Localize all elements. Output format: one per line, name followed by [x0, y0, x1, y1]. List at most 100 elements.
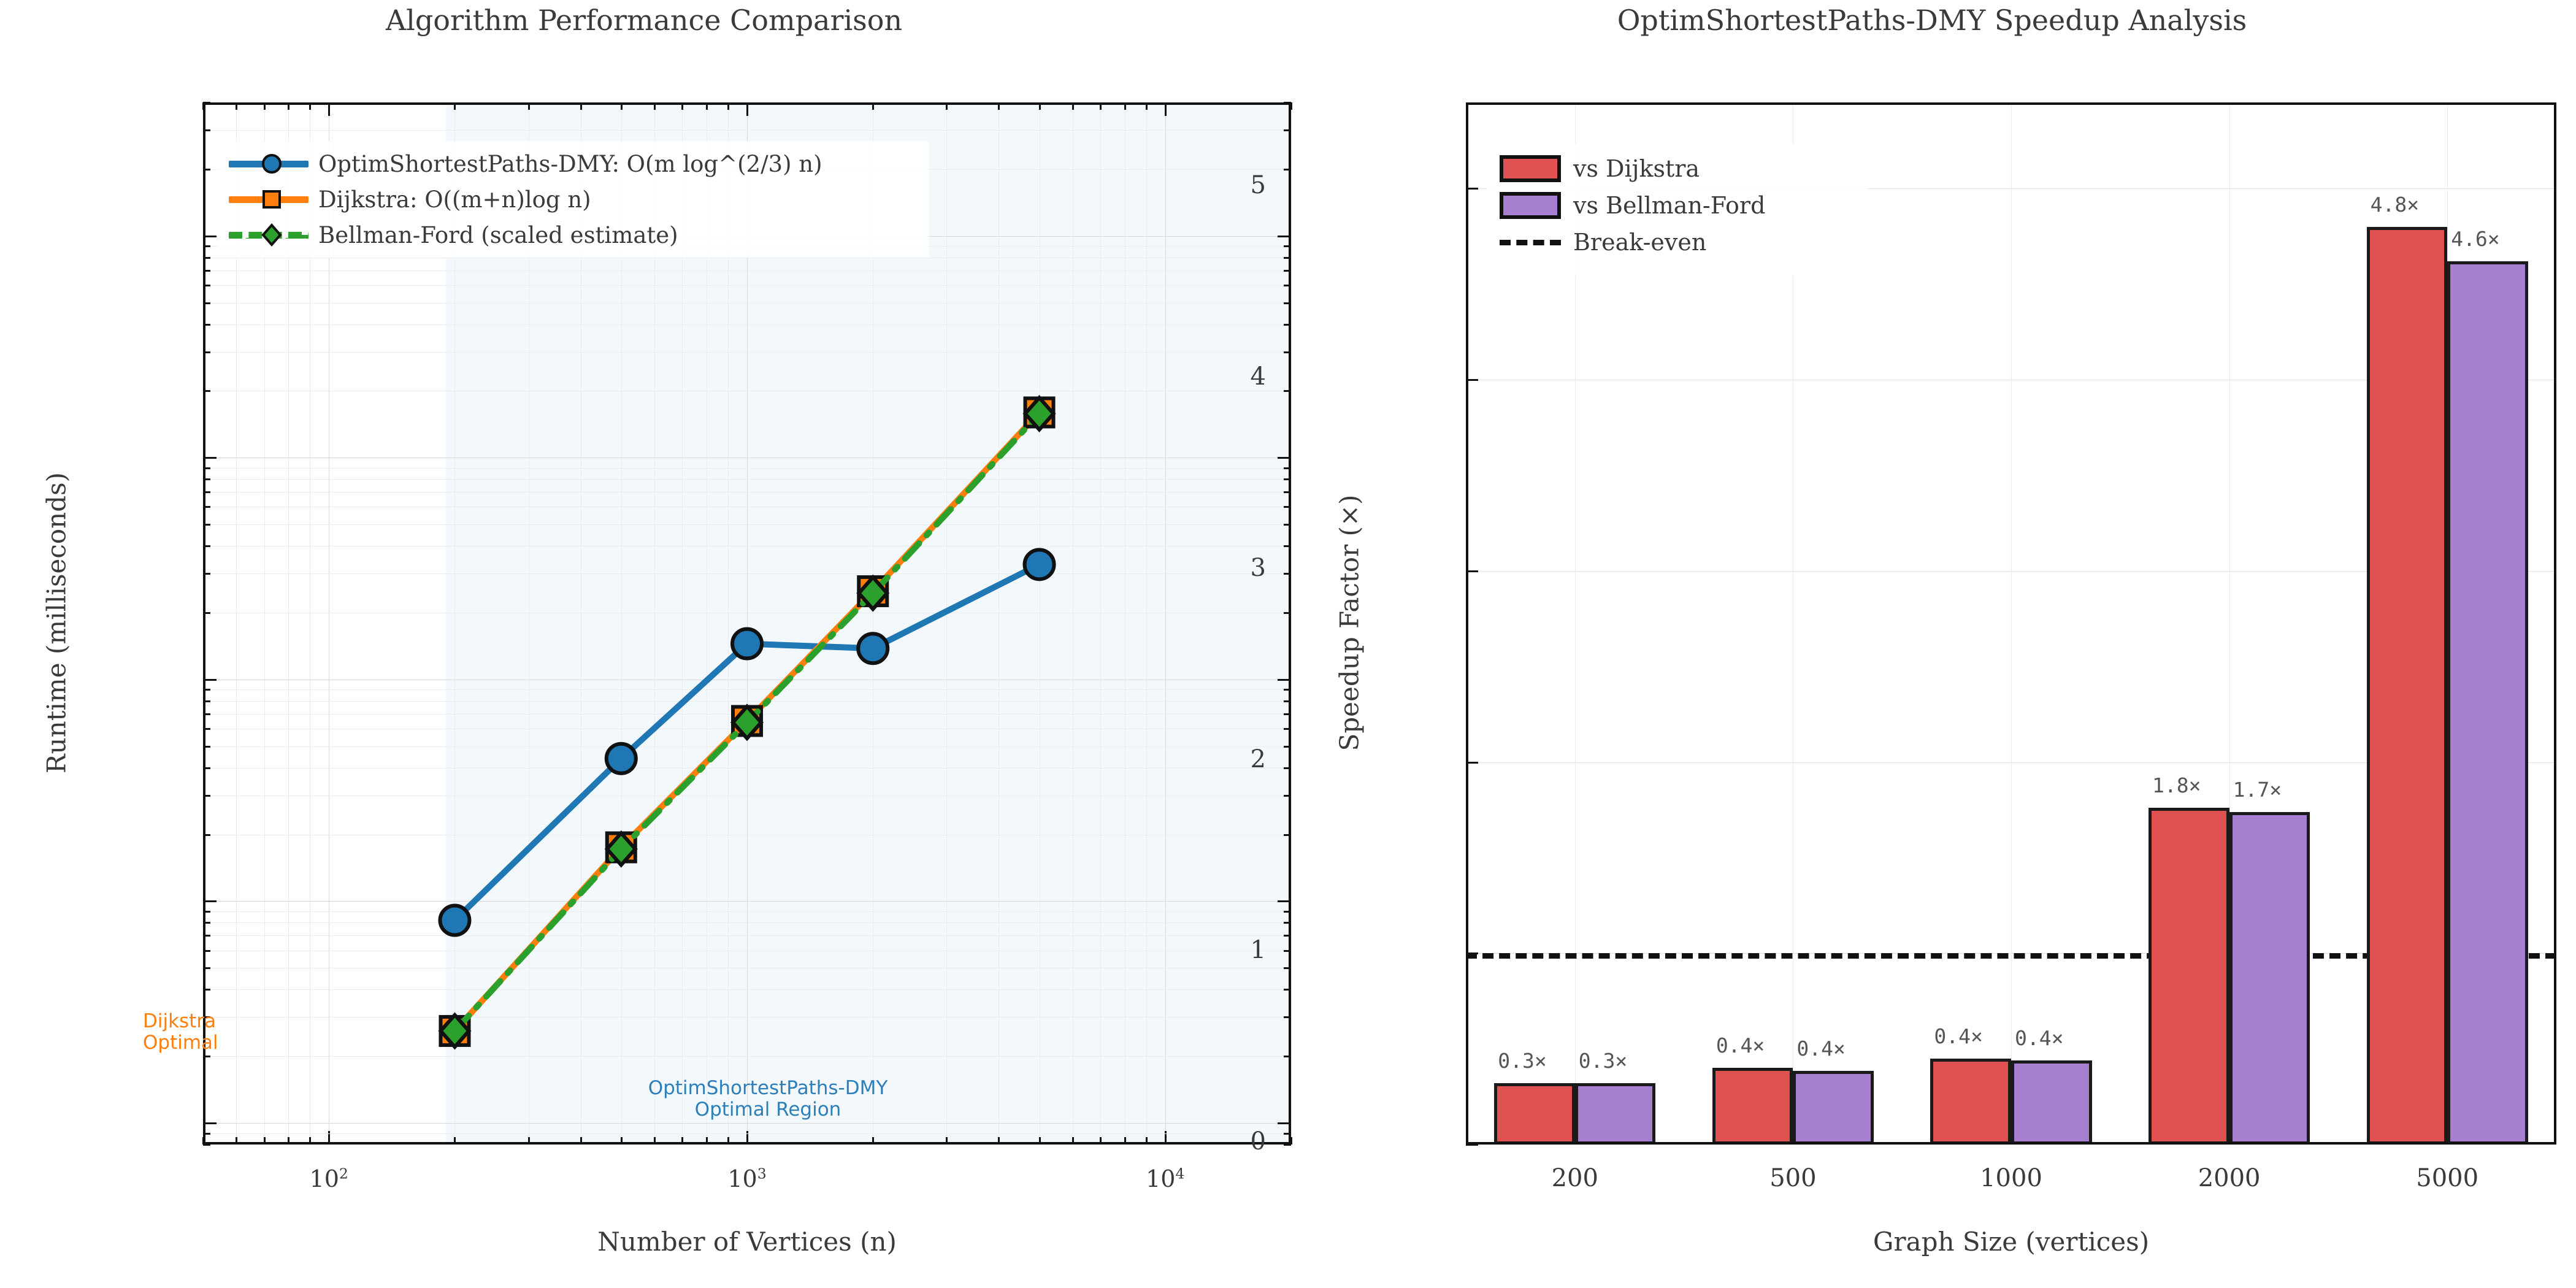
right-plot-area: [1466, 102, 2556, 1144]
x-axis-tick: [653, 1137, 656, 1144]
x-axis-tick: [288, 1137, 290, 1144]
right-y-axis-title: Speedup Factor (×): [1334, 494, 1365, 751]
gridline-vertical: [2011, 102, 2012, 1144]
y-axis-tick: [203, 935, 210, 937]
y-axis-tick-right: [1284, 573, 1291, 575]
annotation-dijkstra-optimal: Dijkstra Optimal: [143, 1011, 218, 1053]
legend-item-vs-bellmanford: vs Bellman-Ford: [1487, 187, 1868, 224]
legend-key-dmy: [229, 153, 309, 174]
gridline-horizontal: [1466, 1144, 2556, 1145]
bar-vs-bellman-ford-500[interactable]: [1793, 1070, 1874, 1144]
annotation-dmy-region: OptimShortestPaths-DMY Optimal Region: [639, 1078, 897, 1120]
y-axis-tick-right: [1284, 269, 1291, 272]
annotation-dijkstra-line2: Optimal: [143, 1031, 218, 1054]
legend-label-vs-dijkstra: vs Dijkstra: [1573, 155, 1700, 182]
gridline-vertical: [236, 102, 237, 1144]
y-axis-tick: [203, 767, 210, 769]
y-axis-tick-right: [1284, 524, 1291, 526]
bar-vs-dijkstra-5000[interactable]: [2366, 226, 2448, 1144]
y-axis-tick: [203, 467, 210, 469]
y-axis-tick-right: [1284, 713, 1291, 715]
y-axis-tick: [203, 235, 217, 237]
right-chart-legend: vs Dijkstra vs Bellman-Ford Break-even: [1487, 144, 1868, 276]
legend-item-vs-dijkstra: vs Dijkstra: [1487, 150, 1868, 187]
x-axis-tick: [580, 1137, 582, 1144]
gridline-horizontal: [203, 302, 1291, 304]
y-axis-tick: [203, 1056, 210, 1058]
y-axis-tick-right: [1284, 745, 1291, 748]
y-axis-tick-right: [1278, 457, 1291, 459]
gridline-horizontal: [203, 1144, 1291, 1145]
y-axis-tick-right: [1284, 611, 1291, 614]
bar-vs-bellman-ford-200[interactable]: [1574, 1083, 1656, 1144]
y-axis-tick-right: [1284, 767, 1291, 769]
x-axis-tick-label: 5000: [2416, 1164, 2479, 1192]
x-axis-tick: [681, 1137, 684, 1144]
y-axis-tick: [203, 967, 210, 970]
y-axis-tick-right: [1284, 168, 1291, 171]
bar-value-label: 0.4×: [1934, 1024, 1983, 1048]
x-axis-tick-top: [1164, 102, 1167, 116]
y-axis-tick-right: [1284, 491, 1291, 494]
y-axis-tick: [203, 245, 210, 248]
legend-swatch-vs-bellmanford: [1500, 192, 1561, 219]
legend-key-dijkstra: [229, 189, 309, 210]
x-axis-tick-top: [998, 102, 1000, 110]
left-y-axis-title: Runtime (milliseconds): [41, 472, 72, 773]
bar-vs-bellman-ford-5000[interactable]: [2447, 261, 2528, 1144]
x-axis-tick: [1145, 1137, 1148, 1144]
y-axis-tick: [203, 1144, 210, 1146]
bar-vs-bellman-ford-1000[interactable]: [2011, 1060, 2092, 1144]
gridline-horizontal: [203, 270, 1291, 271]
y-axis-tick: [203, 478, 210, 481]
y-axis-tick-right: [1284, 256, 1291, 259]
x-tick-exponent: 4: [1175, 1165, 1185, 1183]
y-axis-tick-right: [1284, 302, 1291, 304]
x-axis-tick: [1164, 1131, 1167, 1144]
x-axis-tick-top: [727, 102, 729, 110]
gridline-horizontal: [203, 285, 1291, 286]
y-axis-tick: [203, 284, 210, 286]
bar-vs-dijkstra-2000[interactable]: [2149, 808, 2229, 1144]
y-axis-tick: [1466, 188, 1478, 190]
bar-vs-bellman-ford-2000[interactable]: [2229, 811, 2310, 1144]
bar-value-label: 1.7×: [2233, 777, 2282, 802]
y-axis-tick: [203, 611, 210, 614]
y-axis-tick: [203, 678, 217, 681]
x-tick-exponent: 2: [339, 1165, 348, 1183]
y-axis-tick-label: 0: [1250, 1127, 1266, 1156]
y-axis-tick-right: [1284, 245, 1291, 248]
y-axis-tick-right: [1284, 949, 1291, 952]
y-axis-tick: [203, 129, 210, 132]
y-axis-tick-right: [1284, 284, 1291, 286]
y-axis-tick-right: [1278, 900, 1291, 903]
x-axis-tick: [620, 1137, 623, 1144]
legend-item-bellmanford: Bellman-Ford (scaled estimate): [218, 217, 929, 253]
x-axis-tick-top: [1145, 102, 1148, 110]
y-axis-tick-right: [1284, 545, 1291, 548]
y-axis-tick: [1466, 761, 1478, 764]
gridline-vertical: [2229, 102, 2230, 1144]
bar-value-label: 1.8×: [2152, 773, 2201, 798]
x-axis-tick-top: [235, 102, 237, 110]
x-axis-tick: [946, 1137, 948, 1144]
y-axis-tick-label: 3: [1250, 553, 1266, 582]
gridline-horizontal: [203, 130, 1291, 131]
y-axis-tick-right: [1284, 922, 1291, 924]
x-axis-tick-label: 103: [692, 1165, 802, 1192]
x-tick-exponent: 3: [757, 1165, 767, 1183]
x-axis-tick-top: [681, 102, 684, 110]
y-axis-tick-right: [1284, 935, 1291, 937]
x-axis-tick: [746, 1131, 748, 1144]
y-axis-tick: [203, 168, 210, 171]
left-chart-panel: Algorithm Performance Comparison OptimSh…: [41, 4, 1292, 1257]
x-axis-tick-top: [328, 102, 331, 116]
right-chart-panel: OptimShortestPaths-DMY Speedup Analysis: [1288, 0, 2576, 1288]
gridline-horizontal: [203, 351, 1291, 353]
bar-value-label: 0.4×: [1715, 1033, 1765, 1058]
y-axis-tick: [203, 573, 210, 575]
y-axis-tick-right: [1284, 834, 1291, 836]
gridline-vertical: [264, 102, 265, 1144]
left-x-axis-title: Number of Vertices (n): [597, 1227, 897, 1257]
y-axis-tick: [203, 524, 210, 526]
